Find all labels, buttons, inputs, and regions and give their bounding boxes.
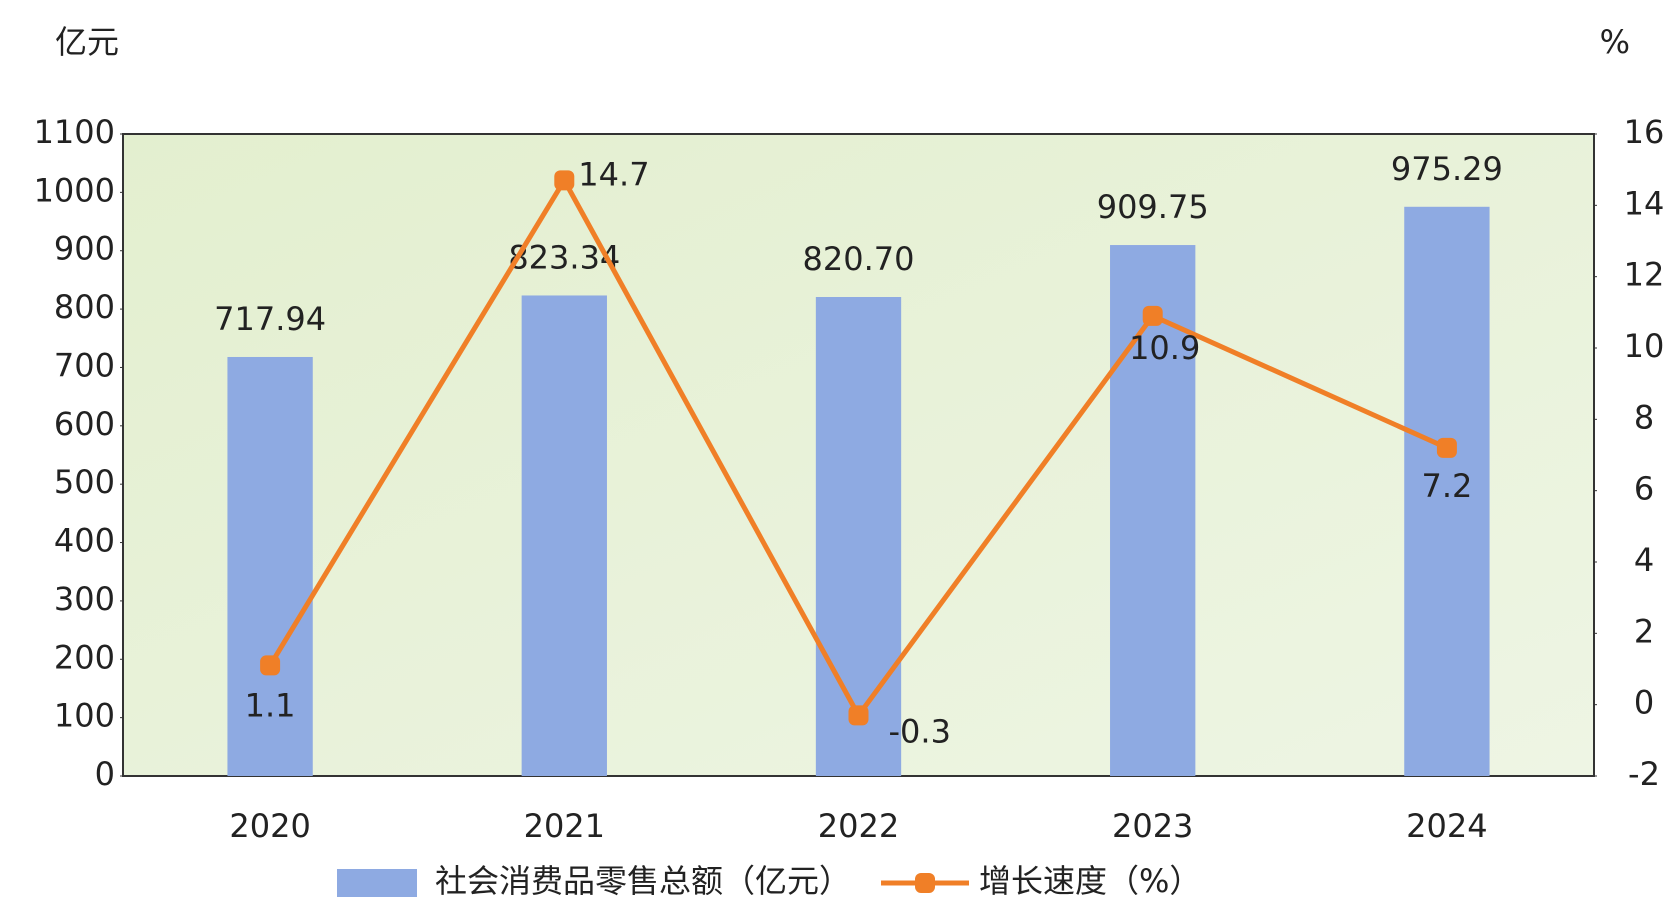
x-tick-label: 2023 [1112,807,1193,845]
x-tick-label: 2022 [818,807,899,845]
legend-swatch [915,873,936,893]
bar-value-label: 820.70 [803,240,915,278]
line-marker [260,655,281,676]
y2-tick-label: 10 [1624,327,1665,365]
y-tick-label: 400 [54,522,115,560]
y-tick-label: 600 [54,405,115,443]
line-value-label: 7.2 [1421,467,1472,505]
line-marker [1436,437,1457,458]
line-marker [554,170,575,191]
bar [227,356,313,776]
bar [521,295,607,776]
line-value-label: 10.9 [1129,329,1200,367]
x-tick-label: 2024 [1406,807,1487,845]
y2-tick-label: 2 [1634,612,1654,650]
bar [1110,245,1196,777]
bar-value-label: 717.94 [214,300,326,338]
y-tick-label: 800 [54,288,115,326]
y2-tick-label: 16 [1624,113,1665,151]
legend-label: 增长速度（%） [979,862,1201,900]
y-tick-label: 500 [54,463,115,501]
y2-tick-label: 12 [1624,256,1665,294]
y-tick-label: 100 [54,697,115,735]
y-tick-label: 200 [54,638,115,676]
line-value-label: 1.1 [245,686,296,724]
y-tick-label: 1000 [34,171,115,209]
y2-tick-label: 4 [1634,541,1654,579]
y-tick-label: 0 [95,755,115,793]
legend-swatch [337,869,417,897]
line-value-label: -0.3 [889,712,951,750]
y2-tick-label: 0 [1634,684,1654,722]
y2-tick-label: 6 [1634,470,1654,508]
y2-tick-label: 14 [1624,184,1665,222]
legend-label: 社会消费品零售总额（亿元） [435,862,851,900]
line-marker [1142,305,1163,326]
bar [815,297,902,776]
y-tick-label: 900 [54,230,115,268]
y-axis-unit: 亿元 [55,23,119,61]
y-tick-label: 700 [54,346,115,384]
y2-tick-label: -2 [1628,755,1660,793]
line-marker [848,705,869,726]
y2-tick-label: 8 [1634,398,1654,436]
y-tick-label: 1100 [34,113,115,151]
x-tick-label: 2020 [229,807,310,845]
y2-axis-unit: % [1600,23,1630,61]
bar-value-label: 975.29 [1391,150,1503,188]
bar-value-label: 909.75 [1097,188,1209,226]
bar [1404,206,1490,777]
y-tick-label: 300 [54,580,115,618]
line-value-label: 14.7 [578,155,649,193]
x-tick-label: 2021 [524,807,605,845]
